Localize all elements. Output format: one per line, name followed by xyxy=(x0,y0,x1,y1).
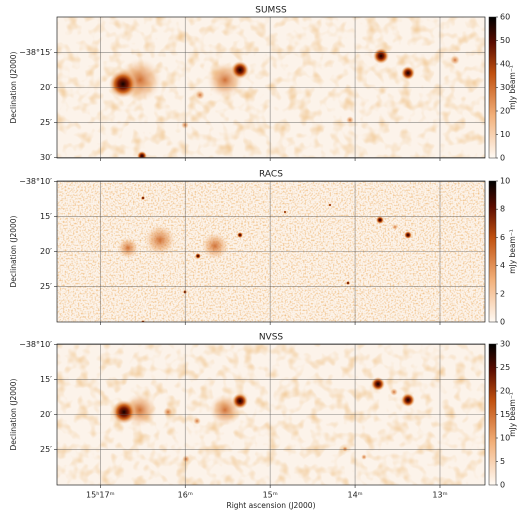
panel-title: SUMSS xyxy=(255,6,287,16)
y-axis-label: Declination (J2000) xyxy=(9,378,18,450)
x-tick-label: 14ᵐ xyxy=(347,491,362,500)
y-tick-label: −38°15′ xyxy=(19,48,52,57)
y-tick-label: 15′ xyxy=(40,212,52,221)
y-axis-label: Declination (J2000) xyxy=(9,215,18,287)
frame xyxy=(56,16,486,159)
source xyxy=(328,203,332,207)
y-tick-label: −38°10′ xyxy=(19,177,52,186)
colorbar-tick-label: 40 xyxy=(500,60,510,69)
source xyxy=(390,388,398,396)
source xyxy=(283,210,287,214)
x-tick-label: 13ᵐ xyxy=(432,491,447,500)
source xyxy=(195,253,201,259)
y-tick-label: 20′ xyxy=(40,83,52,92)
source xyxy=(450,55,460,65)
colorbar-label: mJy beam⁻¹ xyxy=(508,392,517,437)
y-axis-label: Declination (J2000) xyxy=(9,51,18,123)
source xyxy=(401,66,415,80)
source xyxy=(141,320,145,322)
source xyxy=(401,393,415,407)
colorbar-tick-label: 8 xyxy=(500,205,505,214)
colorbar-tick-label: 6 xyxy=(500,233,505,242)
source xyxy=(346,116,354,124)
colorbar-tick-label: 20 xyxy=(500,387,510,396)
source xyxy=(373,48,389,64)
colorbar xyxy=(488,16,497,159)
colorbar-tick-label: 10 xyxy=(500,177,510,186)
y-tick-label: 25′ xyxy=(40,282,52,291)
source xyxy=(163,407,173,417)
panel-title: NVSS xyxy=(259,333,284,343)
source xyxy=(237,232,243,238)
y-tick-label: 15′ xyxy=(40,375,52,384)
colorbar-tick-label: 5 xyxy=(500,457,505,466)
source xyxy=(193,417,201,425)
y-tick-label: 25′ xyxy=(40,445,52,454)
image xyxy=(57,344,485,485)
source xyxy=(201,232,229,260)
source xyxy=(371,377,385,391)
colorbar-tick-label: 4 xyxy=(500,261,505,270)
colorbar-tick-label: 15 xyxy=(500,410,510,419)
colorbar xyxy=(488,343,497,486)
colorbar-tick-label: 20 xyxy=(500,107,510,116)
y-tick-label: 20′ xyxy=(40,410,52,419)
colorbar-tick-label: 25 xyxy=(500,363,510,372)
colorbar-tick-label: 0 xyxy=(500,481,505,490)
source xyxy=(342,446,348,452)
frame xyxy=(56,180,486,323)
colorbar-tick-label: 30 xyxy=(500,83,510,92)
source xyxy=(346,281,350,285)
frame xyxy=(56,343,486,486)
source xyxy=(392,224,398,230)
colorbar-tick-label: 10 xyxy=(500,130,510,139)
source xyxy=(361,454,367,460)
source xyxy=(112,400,136,424)
source xyxy=(195,90,205,100)
y-tick-label: 25′ xyxy=(40,118,52,127)
colorbar-tick-label: 0 xyxy=(500,318,505,327)
colorbar-label: mJy beam⁻¹ xyxy=(508,65,517,110)
source xyxy=(376,216,384,224)
colorbar-tick-label: 30 xyxy=(500,340,510,349)
colorbar-label: mJy beam⁻¹ xyxy=(508,229,517,274)
image xyxy=(57,181,485,322)
y-tick-label: 20′ xyxy=(40,247,52,256)
colorbar-tick-label: 50 xyxy=(500,36,510,45)
x-tick-label: 15ᵐ xyxy=(263,491,278,500)
source xyxy=(144,224,176,256)
x-tick-label: 15ʰ17ᵐ xyxy=(86,491,115,500)
source xyxy=(232,393,248,409)
image xyxy=(57,17,485,158)
source xyxy=(182,455,190,463)
source xyxy=(141,196,145,200)
source xyxy=(404,231,412,239)
source xyxy=(137,151,147,158)
panel-title: RACS xyxy=(259,170,283,180)
colorbar xyxy=(488,180,497,323)
x-tick-label: 16ᵐ xyxy=(178,491,193,500)
source xyxy=(231,61,249,79)
colorbar-tick-label: 2 xyxy=(500,289,505,298)
colorbar-tick-label: 10 xyxy=(500,434,510,443)
y-tick-label: −38°10′ xyxy=(19,340,52,349)
x-axis-label: Right ascension (J2000) xyxy=(227,501,316,510)
colorbar-tick-label: 0 xyxy=(500,154,505,163)
colorbar-tick-label: 60 xyxy=(500,13,510,22)
source xyxy=(117,237,139,259)
source xyxy=(109,70,137,98)
y-tick-label: 30′ xyxy=(40,153,52,162)
